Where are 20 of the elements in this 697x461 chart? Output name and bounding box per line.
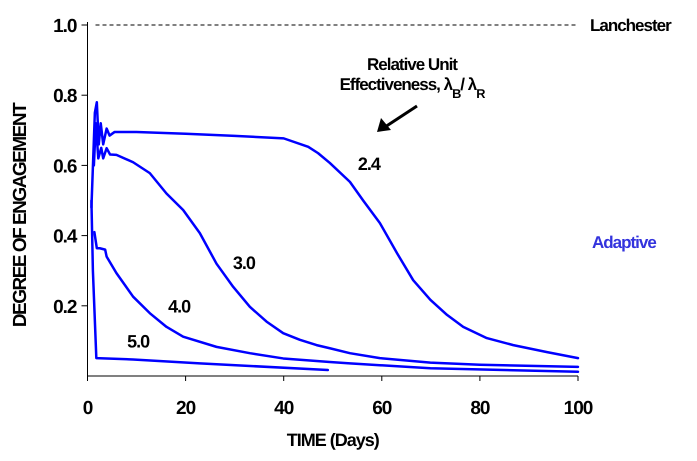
ref-line-label: Lanchester xyxy=(590,16,672,35)
x-axis-title: TIME (Days) xyxy=(286,430,380,450)
y-tick-label: 0.2 xyxy=(53,296,77,318)
y-tick-label: 0.8 xyxy=(53,86,77,108)
series-label: 4.0 xyxy=(168,296,192,317)
y-tick-label: 0.4 xyxy=(53,226,78,248)
text: Adaptive xyxy=(592,233,656,252)
y-axis-title: DEGREE OF ENGAGEMENT xyxy=(10,102,31,328)
x-tick-label: 100 xyxy=(564,398,593,419)
x-tick-label: 0 xyxy=(82,398,93,419)
series-label: 5.0 xyxy=(127,332,150,352)
y-tick-label: 1.0 xyxy=(53,16,77,37)
annotation: Relative Unit Effectiveness, λ$_{B}$/ λ$_{R}$ xyxy=(340,55,486,100)
y-tick-label: 0.6 xyxy=(53,156,77,178)
x-tick-label: 20 xyxy=(176,398,196,419)
series-label: 2.4 xyxy=(358,154,381,174)
x-tick-label: 60 xyxy=(372,398,392,419)
x-tick-label: 40 xyxy=(274,398,294,419)
x-tick-label: 80 xyxy=(470,398,490,419)
series-label: 3.0 xyxy=(232,253,256,274)
